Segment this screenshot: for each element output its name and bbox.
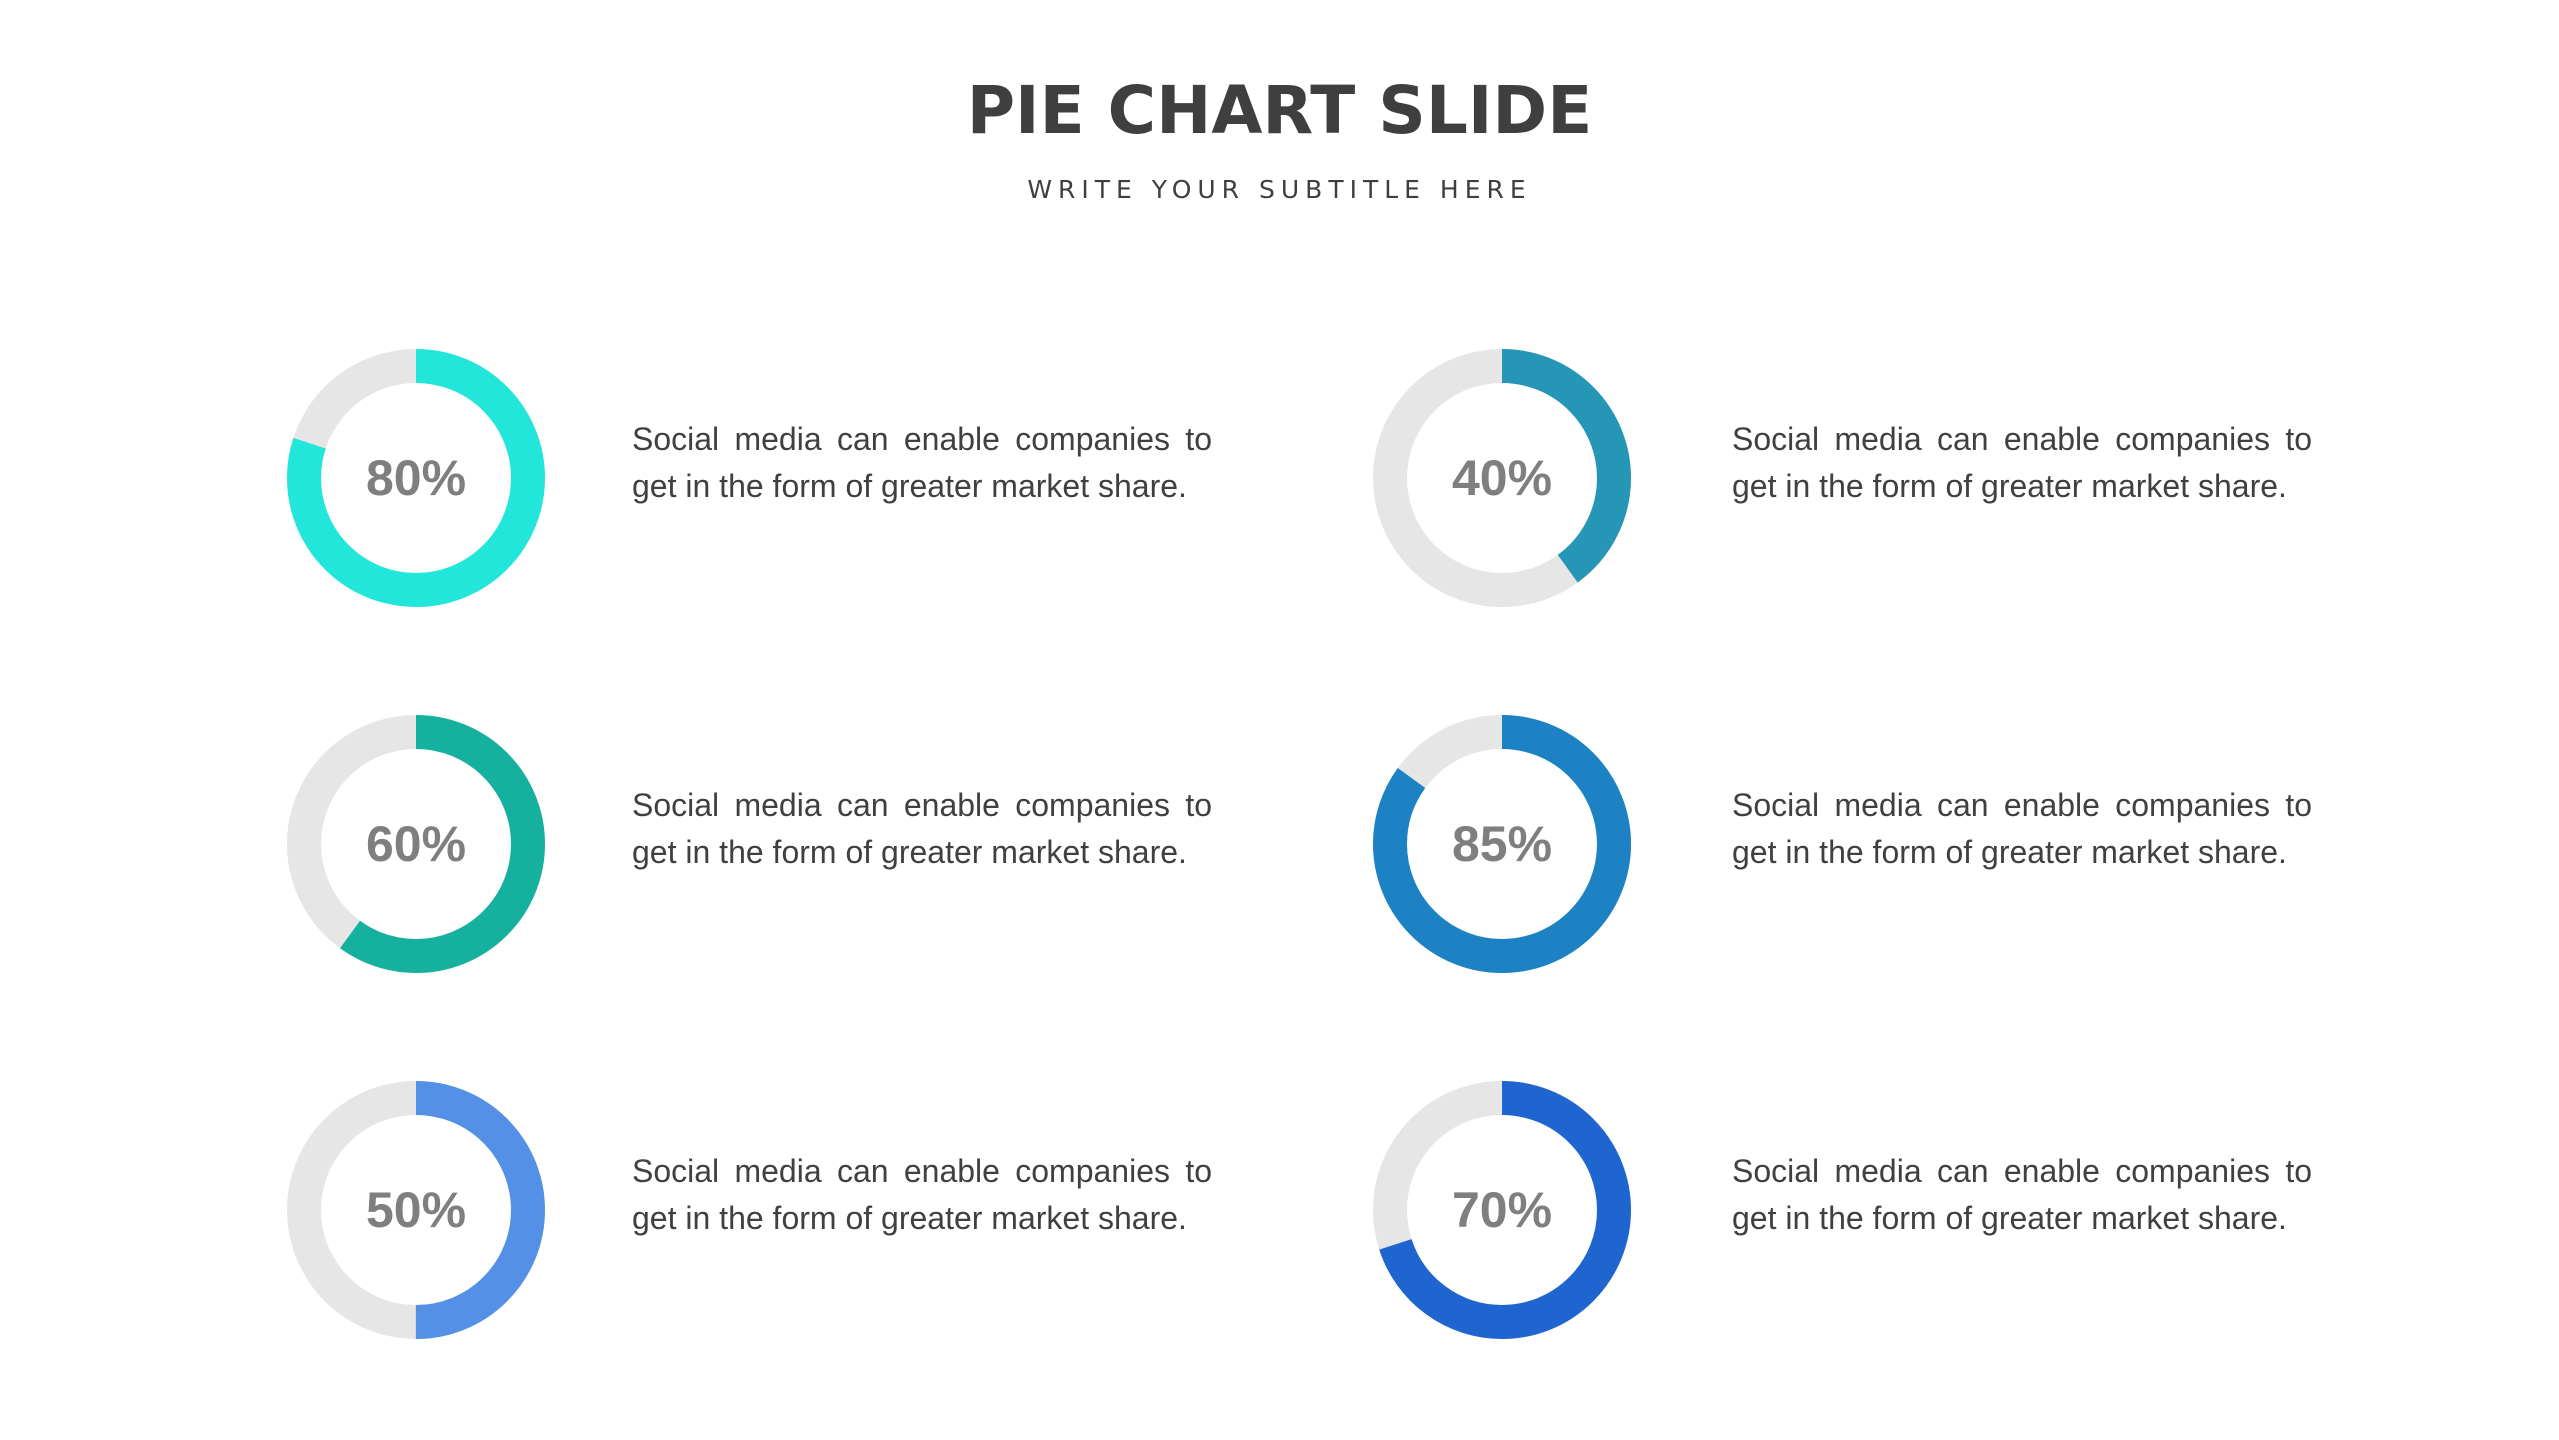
donut-value-arc — [287, 1081, 545, 1339]
donut-chart: 50% — [286, 1080, 546, 1340]
donut-chart: 70% — [1372, 1080, 1632, 1340]
pie-item-5: 50% Social media can enable companies to… — [286, 1080, 1436, 1340]
donut-chart: 60% — [286, 714, 546, 974]
description-text: Social media can enable companies to get… — [1732, 787, 2312, 870]
donut-svg — [287, 715, 545, 973]
percent-label: 60% — [365, 816, 467, 872]
donut-svg — [287, 1081, 545, 1339]
donut-value-arc — [1373, 1081, 1631, 1339]
pie-item-1: 80% Social media can enable companies to… — [286, 348, 1436, 608]
description-text: Social media can enable companies to get… — [1732, 421, 2312, 504]
donut-chart: 80% — [286, 348, 546, 608]
description-text: Social media can enable companies to get… — [632, 1153, 1212, 1236]
donut-value-arc — [1373, 349, 1631, 607]
pie-item-6: 70% Social media can enable companies to… — [1372, 1080, 2522, 1340]
donut-svg — [1373, 715, 1631, 973]
donut-value-arc — [287, 715, 545, 973]
donut-chart: 40% — [1372, 348, 1632, 608]
description-text: Social media can enable companies to get… — [632, 421, 1212, 504]
percent-label: 70% — [1451, 1182, 1553, 1238]
pie-item-2: 40% Social media can enable companies to… — [1372, 348, 2522, 608]
percent-label: 50% — [365, 1182, 467, 1238]
donut-svg — [1373, 349, 1631, 607]
donut-chart: 85% — [1372, 714, 1632, 974]
percent-label: 80% — [365, 450, 467, 506]
donut-svg — [1373, 1081, 1631, 1339]
pie-item-3: 60% Social media can enable companies to… — [286, 714, 1436, 974]
percent-label: 40% — [1451, 450, 1553, 506]
slide-subtitle: WRITE YOUR SUBTITLE HERE — [1027, 175, 1532, 204]
description-text: Social media can enable companies to get… — [1732, 1153, 2312, 1236]
slide-title: PIE CHART SLIDE — [966, 72, 1593, 149]
description-text: Social media can enable companies to get… — [632, 787, 1212, 870]
percent-label: 85% — [1451, 816, 1553, 872]
donut-svg — [287, 349, 545, 607]
pie-item-4: 85% Social media can enable companies to… — [1372, 714, 2522, 974]
donut-value-arc — [287, 349, 545, 607]
donut-value-arc — [1373, 715, 1631, 973]
